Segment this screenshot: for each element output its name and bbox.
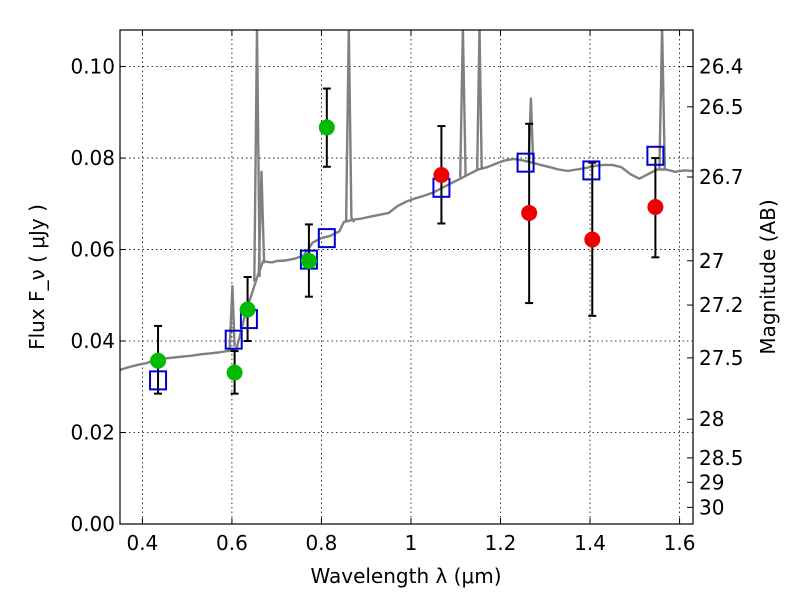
model-square-marker — [516, 152, 535, 173]
photometry-point — [647, 199, 664, 216]
photometry-point — [226, 364, 243, 381]
spectrum-line — [344, 30, 356, 223]
x-tick-label: 0.8 — [306, 531, 338, 555]
spectrum-line — [257, 170, 266, 273]
mag-tick-label: 30 — [699, 495, 724, 519]
y-tick-label: 0.10 — [70, 55, 115, 79]
x-tick-label: 1.2 — [485, 531, 517, 555]
grid-lines — [120, 30, 693, 524]
model-square-marker — [646, 145, 665, 166]
mag-tick-label: 26.5 — [699, 95, 744, 119]
mag-tick-label: 26.4 — [699, 55, 744, 79]
photometry-point — [584, 231, 601, 248]
y2-axis-label: Magnitude (AB) — [756, 199, 780, 354]
x-tick-label: 1.4 — [574, 531, 606, 555]
y-tick-label: 0.00 — [70, 512, 115, 536]
photometry-point — [300, 252, 317, 269]
mag-tick-label: 29 — [699, 470, 724, 494]
model-square-marker — [582, 160, 601, 181]
model-square-marker — [317, 228, 336, 249]
mag-tick-label: 28 — [699, 407, 724, 431]
x-tick-label: 1.6 — [664, 531, 696, 555]
model-square-marker — [149, 370, 168, 391]
model-square-marker — [224, 329, 243, 350]
y-tick-label: 0.02 — [70, 421, 115, 445]
axis-ticks — [120, 30, 693, 525]
x-tick-label: 0.4 — [126, 531, 158, 555]
x-tick-label: 0.6 — [216, 531, 248, 555]
spectrum-line — [459, 30, 467, 178]
plot-area — [120, 30, 693, 395]
y-tick-label: 0.08 — [70, 146, 115, 170]
spectrum-line — [658, 30, 666, 170]
spectrum-line — [253, 30, 261, 282]
mag-tick-label: 27.2 — [699, 293, 744, 317]
spectrum-line — [120, 157, 693, 372]
spectrum-line — [228, 284, 236, 348]
photometry-point — [318, 119, 335, 136]
mag-tick-label: 28.5 — [699, 446, 744, 470]
plot-frame — [119, 29, 694, 525]
y-axis-label: Flux F_ν ( μJy ) — [25, 204, 49, 350]
photometry-point — [521, 204, 538, 221]
y-tick-label: 0.06 — [70, 238, 115, 262]
mag-tick-label: 27 — [699, 249, 724, 273]
photometry-point — [150, 352, 167, 369]
photometry-point — [433, 166, 450, 183]
mag-tick-label: 26.7 — [699, 165, 744, 189]
x-axis-label: Wavelength λ (μm) — [310, 564, 501, 588]
x-tick-label: 1 — [405, 531, 418, 555]
spectrum-line — [476, 30, 483, 170]
mag-tick-label: 27.5 — [699, 346, 744, 370]
tick-labels: 0.4 0.6 0.8 1 1.2 1.4 1.6 0.00 0.02 0.04 0.06 0.08 0… — [70, 55, 743, 555]
photometry-point — [239, 301, 256, 318]
y-tick-label: 0.04 — [70, 329, 115, 353]
